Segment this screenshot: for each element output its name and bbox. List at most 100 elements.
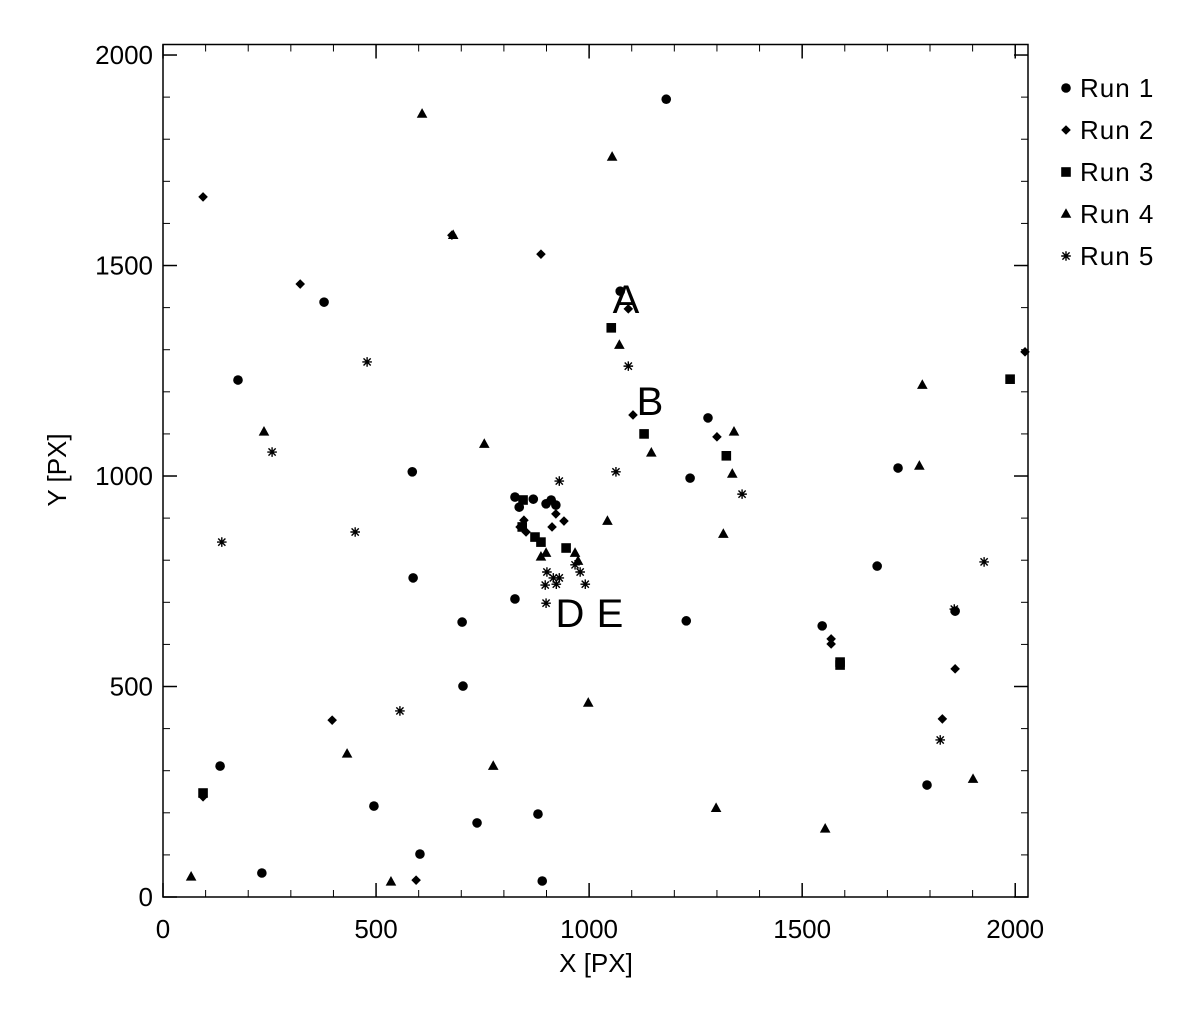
point [712, 432, 722, 442]
annotation: B [637, 380, 664, 424]
point [536, 537, 546, 547]
point [535, 551, 547, 561]
point [569, 547, 581, 557]
point [623, 304, 634, 314]
point [570, 560, 580, 570]
legend-label: Run 2 [1080, 115, 1154, 145]
point [559, 516, 569, 526]
point [541, 598, 551, 608]
point [872, 561, 882, 571]
point [319, 297, 329, 307]
point [362, 357, 372, 367]
point [551, 500, 561, 510]
point [540, 580, 551, 590]
legend-symbol [1061, 83, 1071, 93]
legend-symbol [1061, 251, 1071, 261]
point [835, 660, 845, 670]
point [935, 735, 946, 745]
point [661, 94, 672, 105]
x-tick-label: 1500 [773, 914, 831, 944]
point [385, 876, 397, 886]
point [721, 451, 732, 461]
x-tick-label: 1000 [560, 914, 618, 944]
point [817, 621, 827, 631]
point [826, 639, 836, 649]
point [533, 809, 543, 819]
point [548, 573, 559, 583]
point [341, 748, 353, 758]
point [215, 761, 225, 771]
point [295, 279, 306, 289]
plot-frame [162, 43, 1029, 898]
point [547, 522, 557, 532]
point [949, 604, 960, 614]
point [580, 579, 591, 590]
x-tick-label: 500 [354, 914, 397, 944]
point [540, 547, 552, 557]
point [914, 460, 925, 470]
point [602, 515, 613, 525]
point [551, 579, 562, 590]
point [198, 192, 208, 202]
point [408, 573, 418, 583]
point [528, 494, 539, 504]
point [536, 249, 546, 259]
point [575, 567, 585, 577]
y-tick-label: 0 [139, 882, 153, 912]
x-axis-title: X [PX] [559, 948, 633, 978]
point [510, 492, 520, 502]
point [922, 780, 932, 790]
point [258, 426, 270, 436]
point [646, 447, 657, 457]
point [395, 706, 405, 716]
point [703, 413, 713, 423]
point [710, 802, 722, 812]
point [541, 498, 551, 509]
point [681, 616, 692, 626]
point [416, 108, 428, 118]
point [233, 375, 243, 385]
legend-label: Run 5 [1080, 241, 1154, 271]
point [615, 286, 626, 296]
point [819, 823, 831, 833]
point [623, 361, 634, 371]
point [1020, 347, 1030, 357]
point [718, 528, 729, 538]
legend-symbol [1060, 208, 1072, 218]
point [478, 438, 490, 448]
point [267, 447, 277, 457]
point [415, 849, 425, 859]
annotation: E [597, 592, 624, 636]
point [728, 426, 740, 436]
x-tick-label: 0 [156, 914, 170, 944]
legend-label: Run 4 [1080, 199, 1154, 229]
y-tick-label: 1000 [95, 461, 153, 491]
point [967, 773, 979, 783]
point [198, 788, 208, 798]
point [826, 634, 836, 644]
point [737, 489, 747, 499]
point [917, 379, 928, 389]
point [606, 151, 618, 161]
point [726, 468, 738, 478]
point [893, 463, 903, 473]
point [458, 681, 468, 691]
point [369, 801, 379, 811]
point [510, 594, 520, 604]
point [185, 870, 197, 881]
point [554, 573, 565, 583]
point [639, 429, 649, 439]
legend-symbol [1061, 167, 1071, 177]
point [582, 697, 594, 707]
point [447, 229, 459, 240]
legend-label: Run 1 [1080, 73, 1154, 103]
y-axis-title: Y [PX] [42, 433, 72, 506]
legend-symbol [1061, 125, 1071, 135]
point [487, 760, 499, 770]
point [606, 323, 617, 333]
point [937, 714, 948, 724]
point [411, 875, 421, 885]
point [457, 617, 467, 627]
